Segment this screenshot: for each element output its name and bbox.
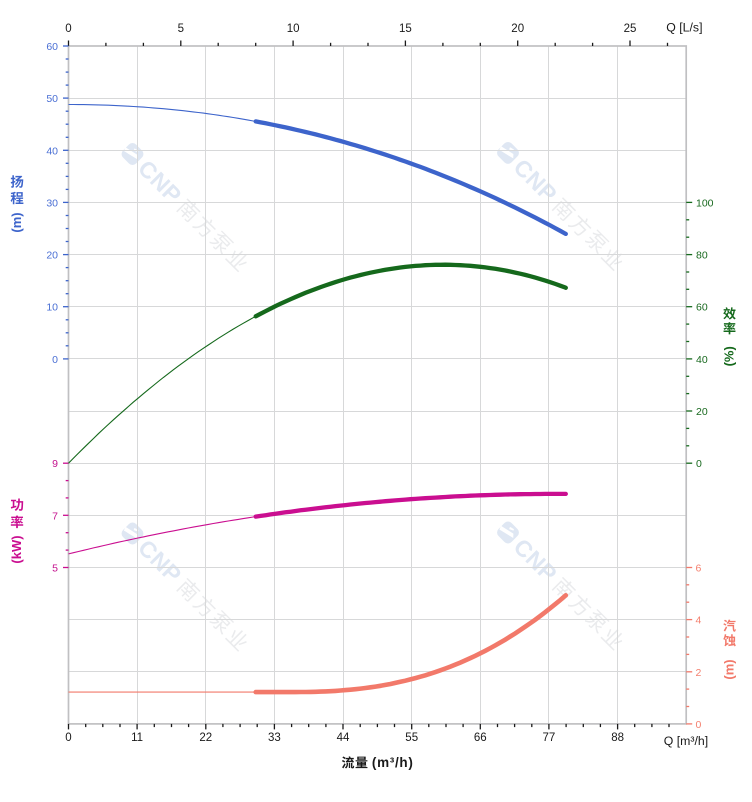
svg-text:20: 20 [511,23,524,35]
svg-text:11: 11 [131,732,143,744]
svg-text:0: 0 [696,719,702,731]
svg-text:(%): (%) [722,346,737,366]
svg-text:Q [m³/h]: Q [m³/h] [664,734,708,748]
svg-text:60: 60 [696,302,708,314]
svg-text:30: 30 [46,197,58,209]
svg-text:60: 60 [46,41,58,53]
svg-text:2: 2 [696,667,702,679]
svg-text:88: 88 [611,732,624,744]
svg-text:40: 40 [696,354,708,366]
svg-text:(kW): (kW) [9,535,24,563]
svg-text:25: 25 [624,23,637,35]
svg-text:20: 20 [696,406,708,418]
svg-text:100: 100 [696,197,714,209]
svg-text:20: 20 [46,250,58,262]
svg-text:4: 4 [696,615,702,627]
svg-text:55: 55 [405,732,418,744]
svg-text:Q [L/s]: Q [L/s] [666,21,702,35]
svg-text:(m³/h): (m³/h) [372,755,414,770]
svg-text:66: 66 [474,732,487,744]
svg-text:22: 22 [199,732,212,744]
svg-text:5: 5 [52,563,58,575]
svg-text:80: 80 [696,250,708,262]
svg-text:40: 40 [46,145,58,157]
svg-text:9: 9 [52,458,58,470]
svg-text:5: 5 [178,23,184,35]
svg-text:33: 33 [268,732,281,744]
svg-text:15: 15 [399,23,412,35]
svg-text:0: 0 [696,458,702,470]
svg-text:(m): (m) [9,212,24,232]
svg-text:10: 10 [287,23,300,35]
svg-text:50: 50 [46,93,58,105]
svg-text:44: 44 [337,732,350,744]
svg-text:0: 0 [65,23,71,35]
svg-text:0: 0 [65,732,71,744]
svg-text:(m): (m) [722,659,737,679]
svg-text:6: 6 [696,563,702,575]
svg-text:10: 10 [46,302,58,314]
svg-text:0: 0 [52,354,58,366]
svg-text:77: 77 [543,732,556,744]
svg-text:7: 7 [52,510,58,522]
